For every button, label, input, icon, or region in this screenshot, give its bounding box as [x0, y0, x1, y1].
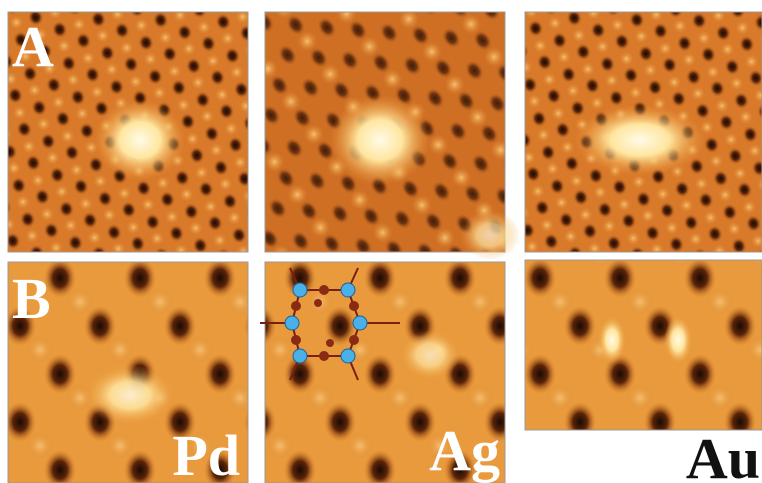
stm-image — [525, 260, 762, 430]
bright-spot — [664, 316, 692, 364]
bright-spot — [85, 365, 175, 425]
column-label: Au — [686, 426, 760, 483]
bright-spot — [400, 330, 460, 380]
bright-spot — [598, 316, 626, 364]
column-label: Pd — [172, 423, 240, 483]
bright-spot — [95, 100, 185, 180]
figure: A B Pd Ag Au — [0, 0, 762, 483]
row-label: B — [12, 266, 51, 331]
column-label: Ag — [429, 418, 500, 483]
bright-spot — [460, 210, 520, 260]
row-label: A — [12, 14, 54, 79]
bright-spot — [330, 95, 430, 185]
bright-spot — [575, 105, 705, 175]
